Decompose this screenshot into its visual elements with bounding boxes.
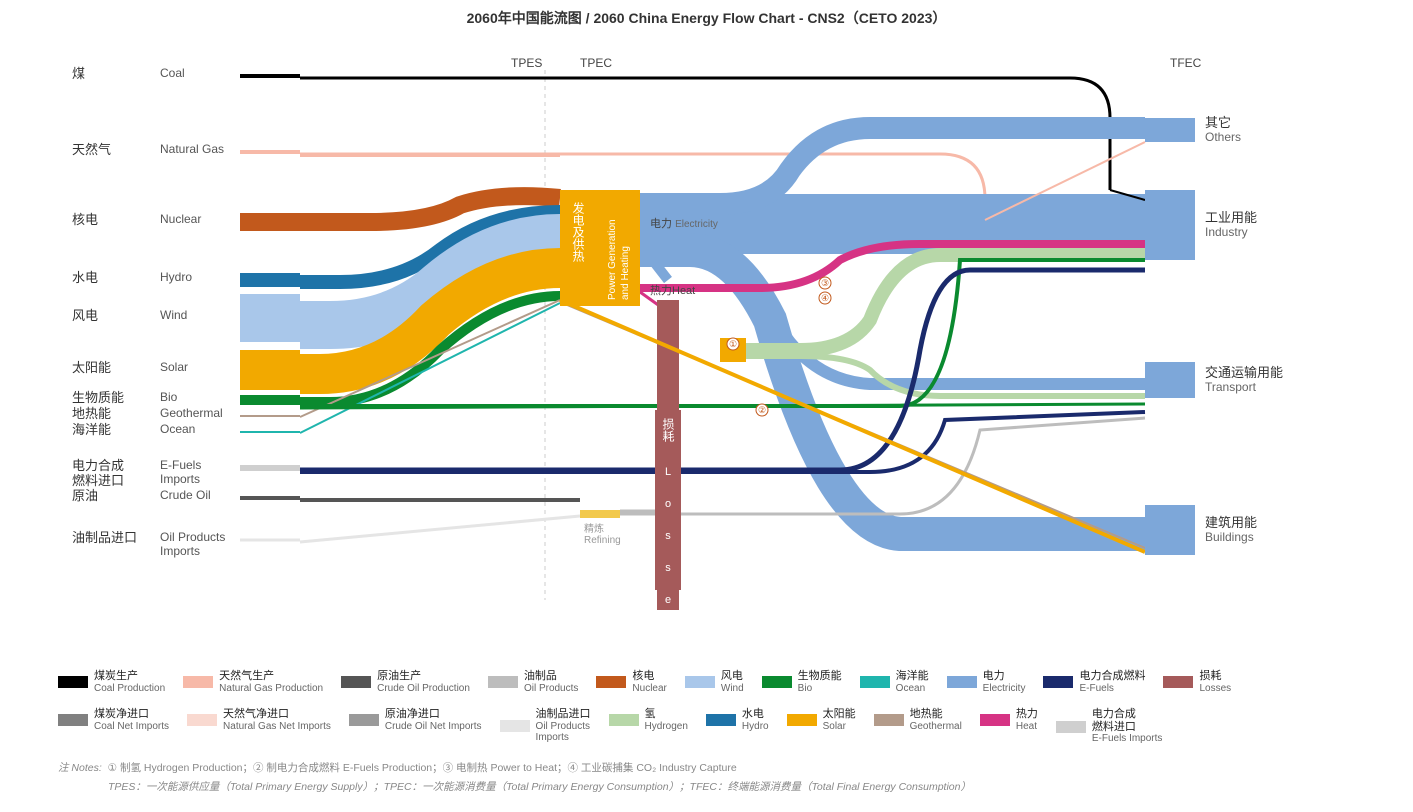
svg-text:①: ① [729, 339, 737, 349]
legend-item-crude-oil-production: 原油生产Crude Oil Production [341, 670, 470, 694]
src-geo-en: Geothermal [160, 407, 223, 421]
col-tpec: TPEC [580, 56, 612, 70]
legend-item-oil-products: 油制品Oil Products [488, 670, 578, 694]
legend-swatch [183, 676, 213, 688]
footnotes: 注 Notes: ① 制氢 Hydrogen Production；② 制电力合… [58, 760, 971, 794]
src-crude-en: Crude Oil [160, 489, 211, 503]
notes-line2: TPES：一次能源供应量（Total Primary Energy Supply… [108, 781, 971, 793]
notes-line1: ① 制氢 Hydrogen Production；② 制电力合成燃料 E-Fue… [108, 762, 737, 774]
legend-item-hydro: 水电Hydro [706, 708, 769, 732]
legend-swatch [874, 714, 904, 726]
legend-row-0: 煤炭生产Coal Production 天然气生产Natural Gas Prod… [58, 670, 1249, 694]
legend-item-nuclear: 核电Nuclear [596, 670, 666, 694]
src-natgas-cn: 天然气 [72, 143, 111, 158]
svg-text:and Heating: and Heating [620, 246, 631, 300]
legend-item-coal-production: 煤炭生产Coal Production [58, 670, 165, 694]
src-coal-en: Coal [160, 67, 185, 81]
svg-text:②: ② [758, 405, 766, 415]
svg-text:Power Generation: Power Generation [607, 219, 618, 300]
legend-swatch [706, 714, 736, 726]
svg-text:e: e [665, 594, 671, 606]
legend-item-bio: 生物质能Bio [762, 670, 842, 694]
src-wind-en: Wind [160, 309, 187, 323]
col-tfec: TFEC [1170, 56, 1201, 70]
legend-item-geothermal: 地热能Geothermal [874, 708, 962, 732]
legend-item-losses: 损耗Losses [1163, 670, 1231, 694]
heat-label: 热力Heat [650, 282, 695, 298]
legend-item-solar: 太阳能Solar [787, 708, 856, 732]
col-tpes: TPES [511, 56, 542, 70]
legend-item-ocean: 海洋能Ocean [860, 670, 929, 694]
svg-text:s: s [665, 562, 671, 574]
src-wind-cn: 风电 [72, 309, 98, 324]
src-efuels_imp-cn: 电力合成 燃料进口 [72, 459, 124, 489]
legend-item-coal-net-imports: 煤炭净进口Coal Net Imports [58, 708, 169, 732]
svg-text:o: o [665, 498, 671, 510]
src-natgas-en: Natural Gas [160, 143, 224, 157]
legend-item-oil-products-imports: 油制品进口Oil ProductsImports [500, 708, 591, 744]
legend-swatch [947, 676, 977, 688]
src-hydro-cn: 水电 [72, 271, 98, 286]
legend-item-e-fuels: 电力合成燃料E-Fuels [1043, 670, 1145, 694]
legend-row-1: 煤炭净进口Coal Net Imports 天然气净进口Natural Gas N… [58, 708, 1249, 745]
legend-swatch [1043, 676, 1073, 688]
src-solar-cn: 太阳能 [72, 361, 111, 376]
legend-swatch [349, 714, 379, 726]
legend-swatch [762, 676, 792, 688]
src-crude-cn: 原油 [72, 489, 98, 504]
legend-swatch [187, 714, 217, 726]
legend-item-wind: 风电Wind [685, 670, 744, 694]
legend-item-natural-gas-net-imports: 天然气净进口Natural Gas Net Imports [187, 708, 331, 732]
src-ocean-cn: 海洋能 [72, 423, 111, 438]
legend-swatch [341, 676, 371, 688]
legend-item-electricity: 电力Electricity [947, 670, 1026, 694]
legend-swatch [500, 720, 530, 732]
svg-text:④: ④ [821, 293, 829, 303]
svg-text:③: ③ [821, 278, 829, 288]
sink-industry: 工业用能Industry [1205, 211, 1257, 240]
legend-item-heat: 热力Heat [980, 708, 1038, 732]
src-oilprod_imp-en: Oil Products Imports [160, 531, 225, 559]
legend-swatch [787, 714, 817, 726]
refining-label: 精炼 Refining [584, 520, 621, 546]
legend: 煤炭生产Coal Production 天然气生产Natural Gas Prod… [58, 670, 1249, 745]
legend-swatch [1163, 676, 1193, 688]
svg-text:L: L [665, 466, 671, 478]
src-oilprod_imp-cn: 油制品进口 [72, 531, 137, 546]
legend-swatch [685, 676, 715, 688]
src-nuclear-cn: 核电 [72, 213, 98, 228]
src-efuels_imp-en: E-Fuels Imports [160, 459, 201, 487]
svg-text:损耗: 损耗 [661, 418, 675, 442]
sink-buildings: 建筑用能Buildings [1205, 516, 1257, 545]
sink-others: 其它Others [1205, 116, 1241, 145]
legend-item-natural-gas-production: 天然气生产Natural Gas Production [183, 670, 323, 694]
src-hydro-en: Hydro [160, 271, 192, 285]
src-ocean-en: Ocean [160, 423, 195, 437]
legend-swatch [488, 676, 518, 688]
legend-swatch [1056, 721, 1086, 733]
legend-item-hydrogen: 氢Hydrogen [609, 708, 688, 732]
legend-swatch [609, 714, 639, 726]
src-bio-cn: 生物质能 [72, 391, 124, 406]
src-solar-en: Solar [160, 361, 188, 375]
legend-swatch [596, 676, 626, 688]
svg-text:s: s [665, 530, 671, 542]
legend-swatch [58, 714, 88, 726]
legend-item-e-fuels-imports: 电力合成燃料进口E-Fuels Imports [1056, 708, 1163, 745]
src-coal-cn: 煤 [72, 67, 85, 82]
src-nuclear-en: Nuclear [160, 213, 201, 227]
sankey-svg: 发电及供热Power Generationand Heating损耗L o s … [0, 0, 1413, 660]
legend-swatch [980, 714, 1010, 726]
notes-prefix: 注 Notes: [58, 762, 102, 774]
src-bio-en: Bio [160, 391, 177, 405]
legend-swatch [58, 676, 88, 688]
legend-swatch [860, 676, 890, 688]
legend-item-crude-oil-net-imports: 原油净进口Crude Oil Net Imports [349, 708, 482, 732]
elec-label: 电力 Electricity [650, 215, 718, 231]
sink-transport: 交通运输用能Transport [1205, 366, 1283, 395]
src-geo-cn: 地热能 [72, 407, 111, 422]
svg-text:s: s [665, 626, 671, 638]
svg-text:发电及供热: 发电及供热 [571, 201, 585, 263]
